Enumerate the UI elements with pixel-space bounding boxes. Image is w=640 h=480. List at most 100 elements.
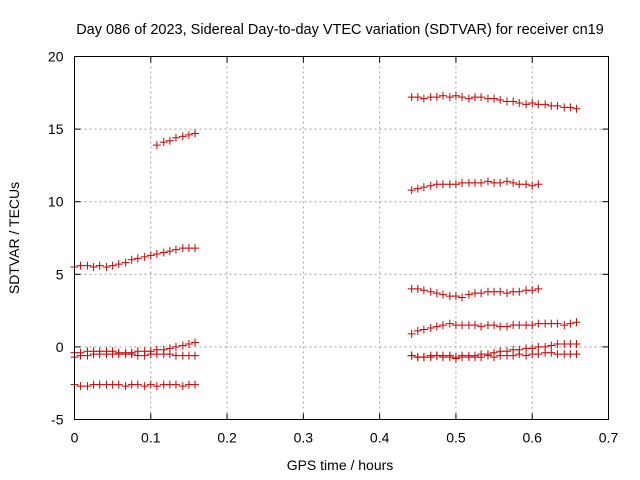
data-point [102,263,111,272]
data-point [432,322,441,331]
data-point [566,103,575,112]
y-tick-label: 10 [48,194,64,210]
data-point [515,180,524,189]
data-point [534,342,543,351]
data-point [171,342,180,351]
data-point [191,380,200,389]
data-point [547,348,556,357]
data-point [458,93,467,102]
axes: 0 0.1 0.2 0.3 0.4 0.5 0.6 0.7 -5 0 5 10 15 20 [48,49,619,446]
data-point [413,326,422,335]
data-point [445,353,454,362]
data-point [458,353,467,362]
data-point [76,382,85,391]
data-point [152,382,161,391]
data-point [407,351,416,360]
data-point [184,339,193,348]
data-point [413,93,422,102]
data-point [413,284,422,293]
data-point [95,261,104,270]
data-point [445,319,454,328]
data-point [490,353,499,362]
data-point [483,351,492,360]
x-tick-label: 0.6 [522,430,542,446]
data-point [451,180,460,189]
data-point [522,100,531,109]
chart-title: Day 086 of 2023, Sidereal Day-to-day VTE… [76,22,604,38]
data-point [477,353,486,362]
data-point [426,324,435,333]
data-point [458,178,467,187]
data-point [528,286,537,295]
plot-frame [74,56,609,420]
data-point [534,284,543,293]
series-arc-4 [70,350,200,362]
data-point [515,98,524,107]
data-point [496,96,505,105]
data-point [534,350,543,359]
x-tick-label: 0.3 [294,430,314,446]
data-point [553,101,562,110]
data-point [477,93,486,102]
data-point [432,93,441,102]
data-point [127,350,136,359]
data-point [140,351,149,360]
data-point [159,248,168,257]
data-point [471,321,479,330]
data-point [108,261,117,270]
data-point [438,353,447,362]
data-point [191,338,200,347]
data-point [496,287,505,296]
data-point [121,382,130,391]
data-point [171,245,180,254]
series-arc-1 [152,129,200,150]
data-point [528,98,537,107]
data-point [464,290,473,299]
data-point [76,351,85,360]
data-point [451,354,460,363]
data-point [114,380,123,389]
x-axis-label: GPS time / hours [287,457,394,473]
data-point [522,180,531,189]
data-point [547,341,556,350]
y-tick-label: 5 [56,266,64,282]
data-point [445,93,454,102]
y-tick-label: 20 [48,49,64,65]
data-point [490,321,499,330]
data-point [528,181,537,190]
data-point [178,132,187,141]
data-point [426,287,435,296]
data-point [191,351,200,360]
data-point [407,329,416,338]
series-arc-9 [407,318,581,338]
y-axis-label: SDTVAR / TECUs [6,182,22,294]
data-point [496,178,505,187]
x-tick-label: 0.5 [446,430,466,446]
data-point [184,130,193,139]
data-point [432,351,441,360]
data-point [515,350,524,359]
data-point [171,351,180,360]
data-point [152,249,161,258]
data-point [503,289,512,298]
data-point [140,252,149,261]
data-point [426,353,435,362]
data-point [413,184,422,193]
data-point [76,261,85,270]
data-point [95,380,104,389]
data-point [133,380,142,389]
data-point [419,94,428,103]
data-point [477,322,486,331]
x-tick-label: 0.4 [370,430,390,446]
data-point [553,350,562,359]
data-point [464,94,473,103]
data-point [127,255,136,264]
data-point [114,350,123,359]
data-point [165,136,174,145]
data-point [133,254,142,263]
data-point [83,382,92,391]
data-point [426,181,435,190]
series-arc-11 [407,348,581,363]
data-point [438,91,447,100]
